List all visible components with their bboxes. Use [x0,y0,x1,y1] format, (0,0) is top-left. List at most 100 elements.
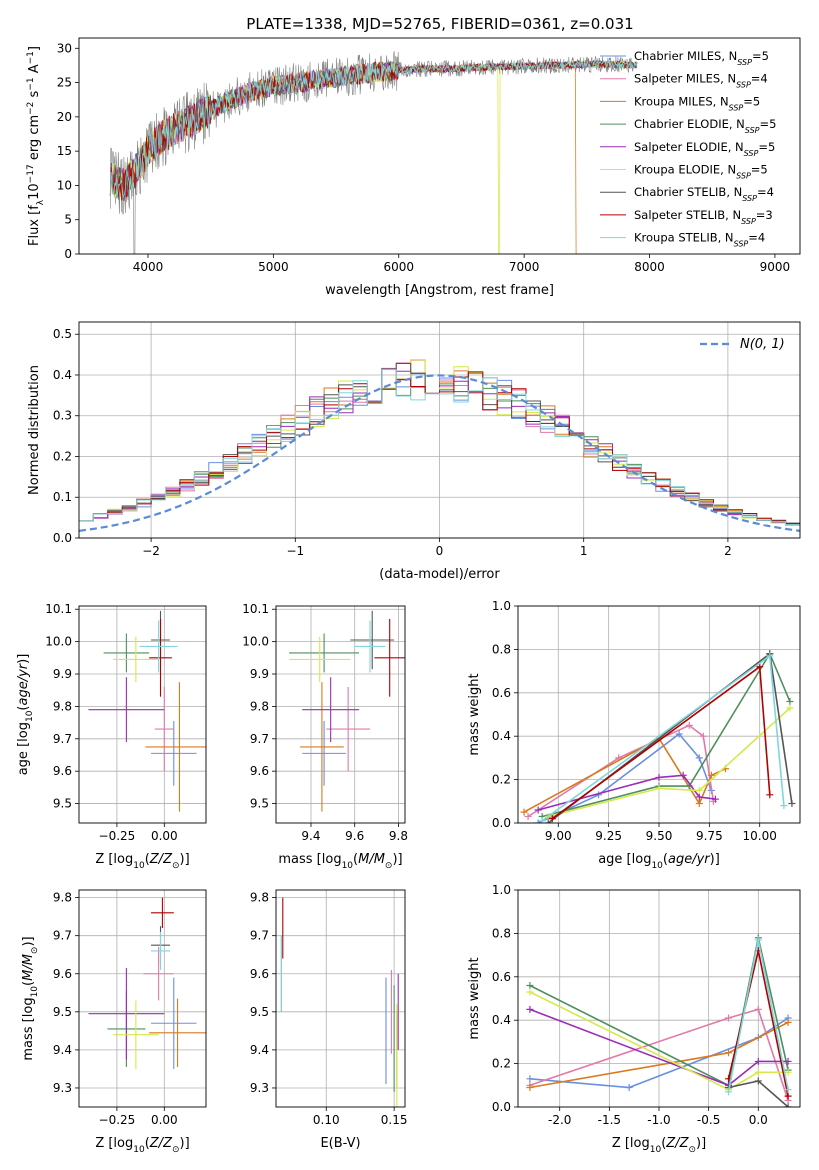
label-part: )] [180,1136,190,1151]
label-part: ⊙ [688,1145,696,1155]
histogram-series [79,371,800,525]
legend-name: Kroupa STELIB, N [634,231,734,245]
weight-marker [548,815,556,823]
label-part: M/M [21,954,36,981]
y-tick-label: 9.7 [250,732,269,746]
mass_vs_ebv-points [280,897,399,1107]
legend-name: Chabrier STELIB, N [634,185,742,199]
legend-sub: SSP [741,216,756,225]
label-part: −2 [26,102,36,115]
normal-reference-curve [79,374,800,532]
y-tick-label: 0.5 [53,327,72,341]
label-part: Z [log [95,852,133,867]
label-part: ( [16,706,31,711]
y-tick-label: 15 [57,144,72,158]
weight-marker [526,1083,534,1091]
label-part: Z [log [612,1136,650,1151]
label-part: −1 [26,51,36,64]
x-tick-label: 0 [436,544,444,558]
y-tick-label: 0.1 [53,490,72,504]
spectrum-lines [109,51,638,254]
legend-n: =5 [758,140,775,154]
legend-n: =5 [760,117,777,131]
x-tick-label: 0.00 [151,829,178,843]
label-part: ⊙ [172,861,180,871]
x-tick-label: -1.5 [598,1113,621,1127]
legend-label: Kroupa ELODIE, NSSP=5 [634,163,768,181]
weight-marker [780,802,788,810]
legend-label: Kroupa MILES, NSSP=5 [634,94,760,112]
weight-marker [526,1075,534,1083]
y-tick-label: 9.6 [250,764,269,778]
spectrum-model-line [109,59,638,199]
spectrum-axes [75,47,776,258]
y-tick-label: 9.5 [53,797,72,811]
weight-marker [695,754,703,762]
legend-n: =4 [757,185,774,199]
weight-marker [695,786,703,794]
weight-marker [754,1068,762,1076]
y-tick-label: 9.4 [53,1043,72,1057]
weight-line [527,724,715,818]
spectrum-frame [78,37,801,255]
label-part: A [27,64,42,77]
age_vs_Z-axes [75,606,206,827]
legend-sub: SSP [745,126,760,135]
legend-label: Salpeter STELIB, NSSP=3 [634,208,773,226]
y-tick-label: 9.7 [53,929,72,943]
legend-sub: SSP [736,171,751,180]
label-part: 10 [25,710,35,722]
weight-marker [784,1092,792,1100]
spectrum-data-line [110,51,638,254]
label-part: )] [180,852,190,867]
y-axis-label: mass [log10(M/M⊙)] [21,936,40,1060]
y-tick-label: 0.2 [492,1057,511,1071]
weight_vs_Z-axes [514,889,800,1111]
y-axis-label: Flux [fλ10−17 erg cm−2 s−1 A−1] [26,46,46,246]
age_vs_mass-frame [275,605,406,824]
y-tick-label: 0.6 [492,686,511,700]
label-part: erg cm [27,115,42,164]
x-tick-label: −2 [142,544,160,558]
label-part: Z/Z [149,852,173,867]
y-tick-label: 0.6 [492,970,511,984]
y-tick-label: 10.0 [242,635,269,649]
y-tick-label: 1.0 [492,599,511,613]
weight-marker [786,704,794,712]
x-tick-label: 0.10 [313,1113,340,1127]
weight-marker [784,1018,792,1026]
label-part: −1 [26,77,36,90]
y-tick-label: 1.0 [492,883,511,897]
x-tick-label: −0.25 [99,829,136,843]
legend-n: =4 [748,231,765,245]
legend-label: Salpeter MILES, NSSP=4 [634,72,768,90]
weight-marker [786,697,794,705]
weight-marker [784,1086,792,1094]
weight-marker [784,1103,792,1107]
y-tick-label: 9.5 [53,1005,72,1019]
y-tick-label: 9.6 [53,967,72,981]
y-tick-label: 10.1 [45,602,72,616]
weight_vs_age-frame [517,605,801,824]
y-tick-label: 0.8 [492,642,511,656]
label-part: age [log [598,852,651,867]
y-tick-label: 9.7 [53,732,72,746]
legend-name: Salpeter STELIB, N [634,208,741,222]
x-axis-label: Z [log10(Z/Z⊙)] [95,852,189,871]
weight-marker [754,1005,762,1013]
weight-marker [707,771,715,779]
y-tick-label: 25 [57,76,72,90]
legend-label: Salpeter ELODIE, NSSP=5 [634,140,775,158]
weight-marker [725,1014,733,1022]
y-tick-label: 9.6 [250,967,269,981]
weight-line [529,1008,789,1087]
legend-sub: SSP [744,148,759,157]
weight-marker [725,1049,733,1057]
y-tick-label: 0.2 [53,449,72,463]
legend-sub: SSP [734,239,749,248]
legend-sub: SSP [742,194,757,203]
x-tick-label: 1 [580,544,588,558]
y-tick-label: 9.5 [250,1005,269,1019]
label-part: ] [27,46,42,51]
legend-name: Chabrier ELODIE, N [634,117,745,131]
